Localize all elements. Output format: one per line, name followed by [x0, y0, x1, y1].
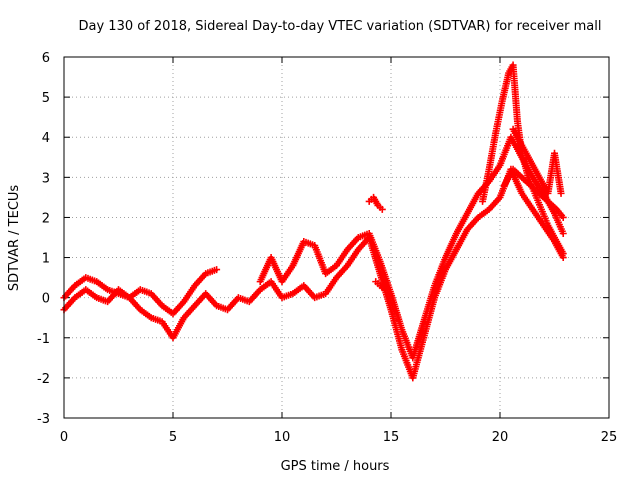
y-tick-label: 0	[42, 292, 50, 307]
data-point	[559, 229, 567, 237]
x-tick-label: 15	[383, 430, 400, 445]
y-tick-label: 2	[42, 211, 50, 226]
data-point	[557, 189, 565, 197]
x-tick-label: 5	[169, 430, 177, 445]
data-points	[60, 61, 567, 382]
data-point	[559, 213, 567, 221]
tick-labels: 0 5 10 15 20 25 -3 -2 -1 0 1 2 3 4 5 6	[37, 51, 617, 445]
data-point	[559, 250, 567, 258]
data-point	[213, 266, 221, 274]
chart-title: Day 130 of 2018, Sidereal Day-to-day VTE…	[79, 19, 602, 34]
x-axis-label: GPS time / hours	[281, 459, 390, 474]
y-tick-label: 1	[42, 252, 50, 267]
y-tick-label: 3	[42, 171, 50, 186]
y-tick-label: 6	[42, 51, 50, 66]
y-tick-label: 4	[42, 131, 50, 146]
data-point	[378, 205, 386, 213]
x-tick-label: 20	[492, 430, 509, 445]
x-tick-label: 25	[601, 430, 618, 445]
x-tick-label: 0	[60, 430, 68, 445]
plot-frame	[63, 56, 610, 419]
y-axis-label: SDTVAR / TECUs	[7, 185, 22, 292]
axis-ticks	[63, 56, 610, 419]
y-tick-label: 5	[42, 91, 50, 106]
y-tick-label: -3	[37, 412, 50, 427]
y-tick-label: -1	[37, 332, 50, 347]
data-point	[380, 286, 388, 294]
x-tick-label: 10	[274, 430, 291, 445]
y-tick-label: -2	[37, 372, 50, 387]
grid-lines	[64, 57, 609, 418]
